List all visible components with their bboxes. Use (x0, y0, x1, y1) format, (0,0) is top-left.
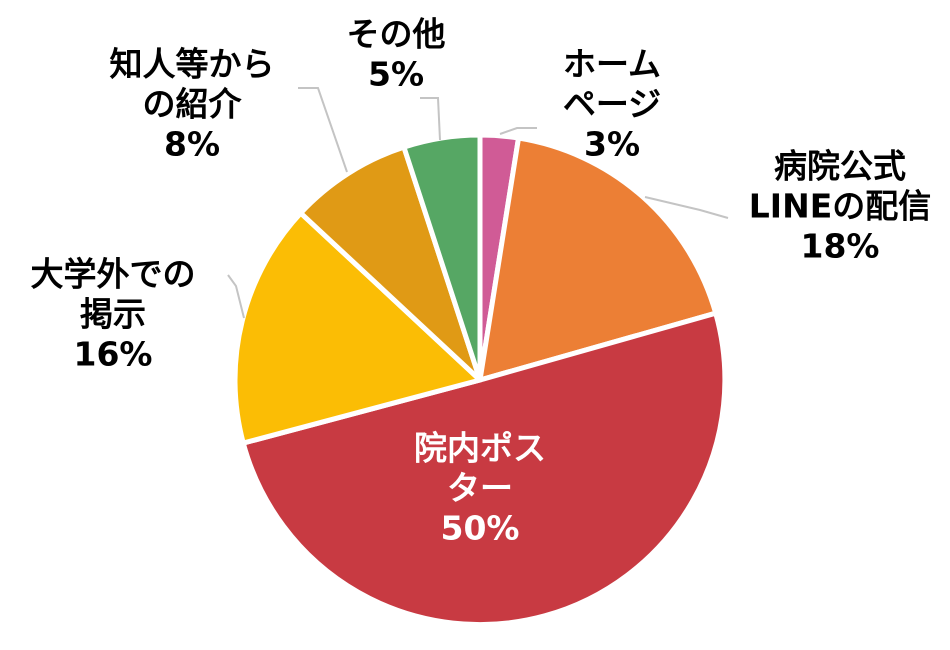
leader-lines-layer (227, 87, 729, 319)
slice-percent-label-1: 18% (801, 227, 880, 266)
slice-category-label-4-0: 知人等から (110, 45, 275, 84)
slice-category-label-0-1: ページ (563, 85, 661, 124)
slice-percent-label-5: 5% (368, 55, 424, 94)
slice-category-label-1-1: LINEの配信 (749, 187, 931, 226)
leader-line-5 (420, 97, 441, 141)
pie-slice-4 (298, 144, 483, 383)
slice-percent-label-4: 8% (164, 125, 220, 164)
pie-slice-2 (240, 310, 728, 628)
slice-category-label-5-0: その他 (347, 15, 446, 54)
pie-slice-5 (401, 132, 483, 383)
slice-category-label-4-1: の紹介 (143, 85, 243, 124)
leader-line-4 (298, 87, 348, 173)
slice-category-label-3-1: 掲示 (80, 295, 146, 334)
slices-layer (232, 132, 728, 628)
pie-slice-3 (232, 210, 483, 446)
leader-line-0 (499, 127, 537, 135)
slice-category-label-3-0: 大学外での (31, 255, 196, 294)
slice-category-label-2-1: ター (447, 469, 513, 508)
slice-percent-label-2: 50% (441, 509, 520, 548)
pie-slice-1 (477, 135, 719, 383)
slice-category-label-0-0: ホーム (563, 45, 661, 84)
leader-line-1 (644, 196, 729, 219)
slice-category-label-2-0: 院内ポス (414, 429, 546, 468)
leader-line-3 (227, 274, 245, 319)
slice-percent-label-0: 3% (584, 125, 640, 164)
slice-percent-label-3: 16% (74, 335, 153, 374)
slice-category-label-1-0: 病院公式 (774, 147, 906, 186)
